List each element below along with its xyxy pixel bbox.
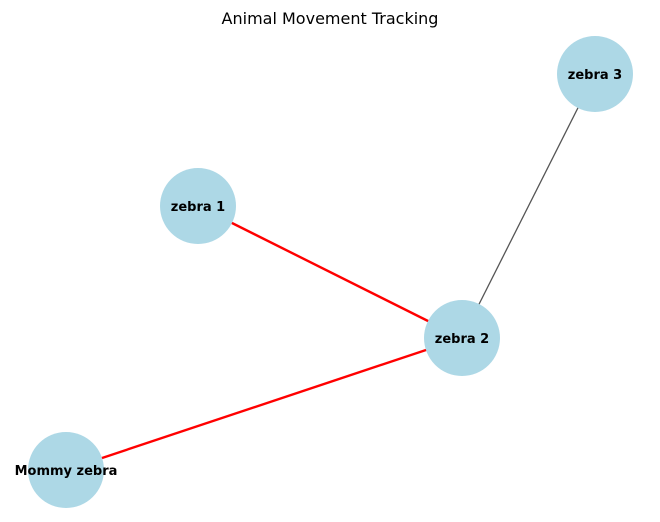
nodes-layer: zebra 1 zebra 2 zebra 3 Mommy zebra (15, 36, 633, 508)
edge-mommy-zebra-to-zebra-2 (65, 336, 463, 472)
node-label: zebra 3 (568, 68, 622, 83)
edges-layer (65, 73, 596, 472)
node-zebra-1: zebra 1 (160, 168, 236, 244)
node-circle (424, 300, 500, 376)
edge-zebra-1-to-zebra-2 (197, 204, 463, 340)
node-zebra-3: zebra 3 (557, 36, 633, 112)
edge-zebra-2-to-zebra-3 (461, 73, 596, 339)
node-circle (28, 432, 104, 508)
node-zebra-2: zebra 2 (424, 300, 500, 376)
diagram-title: Animal Movement Tracking (222, 9, 439, 28)
node-circle (557, 36, 633, 112)
node-circle (160, 168, 236, 244)
node-label: Mommy zebra (15, 464, 118, 479)
node-label: zebra 2 (435, 332, 489, 347)
node-label: zebra 1 (171, 200, 225, 215)
node-mommy-zebra: Mommy zebra (15, 432, 118, 508)
